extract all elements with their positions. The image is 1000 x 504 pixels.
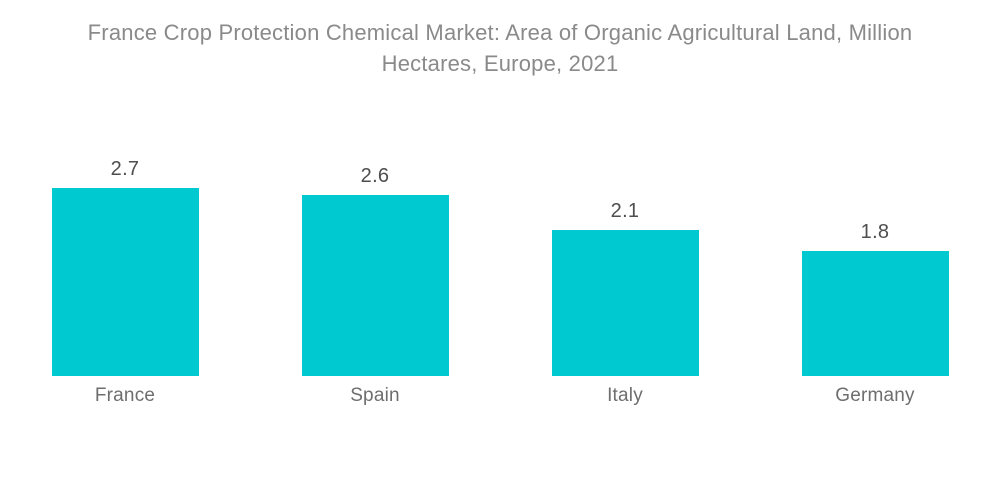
category-labels-row: France Spain Italy Germany [0,376,1000,407]
bar-value-label: 2.6 [360,165,390,187]
bar-value-label: 2.7 [110,158,140,180]
category-label: France [94,385,156,406]
bar-cell: 1.8 [750,221,1000,376]
bar-cell: 2.7 [0,158,250,376]
bar [551,230,699,376]
category-label: Germany [835,385,915,406]
bar-value-label: 2.1 [610,200,640,222]
bar-cell: 2.6 [250,165,500,376]
bar-cell: 2.1 [500,200,750,376]
category-label: Italy [607,385,643,406]
bars-row: 2.7 2.6 2.1 1.8 [0,158,1000,376]
bar [51,188,199,376]
category-label: Spain [350,385,400,406]
bar-value-label: 1.8 [860,221,890,243]
bar [801,251,949,376]
chart-title: France Crop Protection Chemical Market: … [87,20,913,76]
bar [301,195,449,376]
